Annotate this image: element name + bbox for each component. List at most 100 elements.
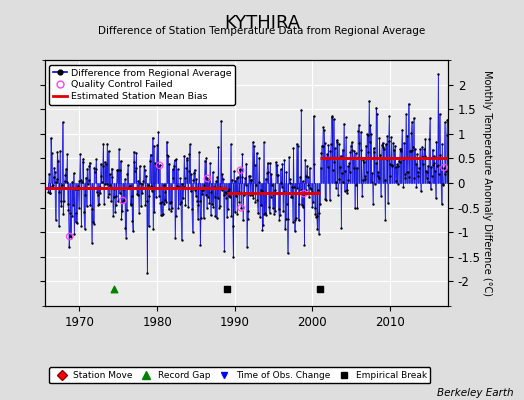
Point <box>180 152 189 159</box>
Point <box>157 212 165 218</box>
Point <box>309 113 318 119</box>
Point <box>228 176 236 183</box>
Point <box>306 184 314 191</box>
Point <box>109 213 117 219</box>
Point <box>302 172 311 179</box>
Point <box>86 202 95 208</box>
Point <box>230 168 238 174</box>
Point <box>304 182 312 188</box>
Point <box>439 181 447 187</box>
Point <box>385 113 394 120</box>
Point <box>286 180 294 186</box>
Point <box>174 205 182 211</box>
Point <box>189 177 198 184</box>
Point <box>117 158 125 164</box>
Point <box>258 187 266 194</box>
Point <box>245 173 254 179</box>
Point <box>61 172 69 178</box>
Point <box>146 151 155 158</box>
Point <box>220 192 228 198</box>
Point <box>391 164 400 170</box>
Point <box>184 204 192 210</box>
Point <box>347 139 356 145</box>
Point <box>209 204 217 210</box>
Point <box>118 207 126 214</box>
Point <box>373 173 381 180</box>
Point <box>115 146 123 152</box>
Point <box>433 163 441 169</box>
Point <box>171 235 179 241</box>
Point <box>85 162 93 169</box>
Point <box>285 154 293 161</box>
Point <box>193 198 201 204</box>
Point <box>291 228 299 234</box>
Point <box>148 134 157 141</box>
Point <box>135 163 144 169</box>
Point <box>422 174 431 181</box>
Point <box>62 178 71 185</box>
Point <box>176 201 184 208</box>
Point <box>217 118 225 124</box>
Point <box>73 220 81 226</box>
Point <box>95 201 103 207</box>
Point <box>357 147 366 153</box>
Point <box>115 190 124 196</box>
Point <box>81 192 90 198</box>
Point <box>192 176 201 183</box>
Point <box>105 190 113 197</box>
Point <box>116 167 124 174</box>
Point <box>383 156 391 162</box>
Point <box>367 178 376 185</box>
Point <box>310 161 319 168</box>
Point <box>137 203 145 209</box>
Point <box>154 129 162 136</box>
Point <box>223 286 231 292</box>
Point <box>101 158 109 165</box>
Point <box>418 144 427 150</box>
Point <box>179 184 188 190</box>
Point <box>311 205 319 211</box>
Point <box>136 180 145 186</box>
Point <box>69 202 77 208</box>
Point <box>367 131 375 137</box>
Point <box>239 217 247 224</box>
Point <box>78 178 86 185</box>
Point <box>234 173 242 180</box>
Point <box>313 213 321 220</box>
Point <box>46 190 54 196</box>
Point <box>369 200 377 207</box>
Point <box>394 180 402 187</box>
Point <box>112 202 120 208</box>
Point <box>54 158 62 164</box>
Point <box>126 182 134 189</box>
Point <box>419 161 427 167</box>
Point <box>287 194 295 201</box>
Point <box>383 133 391 139</box>
Point <box>308 189 316 196</box>
Point <box>342 134 350 141</box>
Point <box>187 171 195 177</box>
Point <box>237 204 245 211</box>
Point <box>256 214 264 220</box>
Point <box>181 175 189 181</box>
Point <box>121 176 129 183</box>
Point <box>47 135 55 141</box>
Point <box>314 187 322 194</box>
Point <box>194 202 203 208</box>
Point <box>406 148 414 154</box>
Point <box>366 139 374 145</box>
Point <box>134 177 143 184</box>
Point <box>272 172 281 178</box>
Point <box>80 209 88 215</box>
Point <box>422 168 430 174</box>
Point <box>267 194 275 200</box>
Point <box>427 164 435 170</box>
Point <box>236 167 245 174</box>
Point <box>381 217 389 223</box>
Point <box>284 216 292 223</box>
Point <box>438 201 446 208</box>
Point <box>99 141 107 147</box>
Point <box>264 168 272 175</box>
Point <box>331 145 339 152</box>
Point <box>104 194 112 200</box>
